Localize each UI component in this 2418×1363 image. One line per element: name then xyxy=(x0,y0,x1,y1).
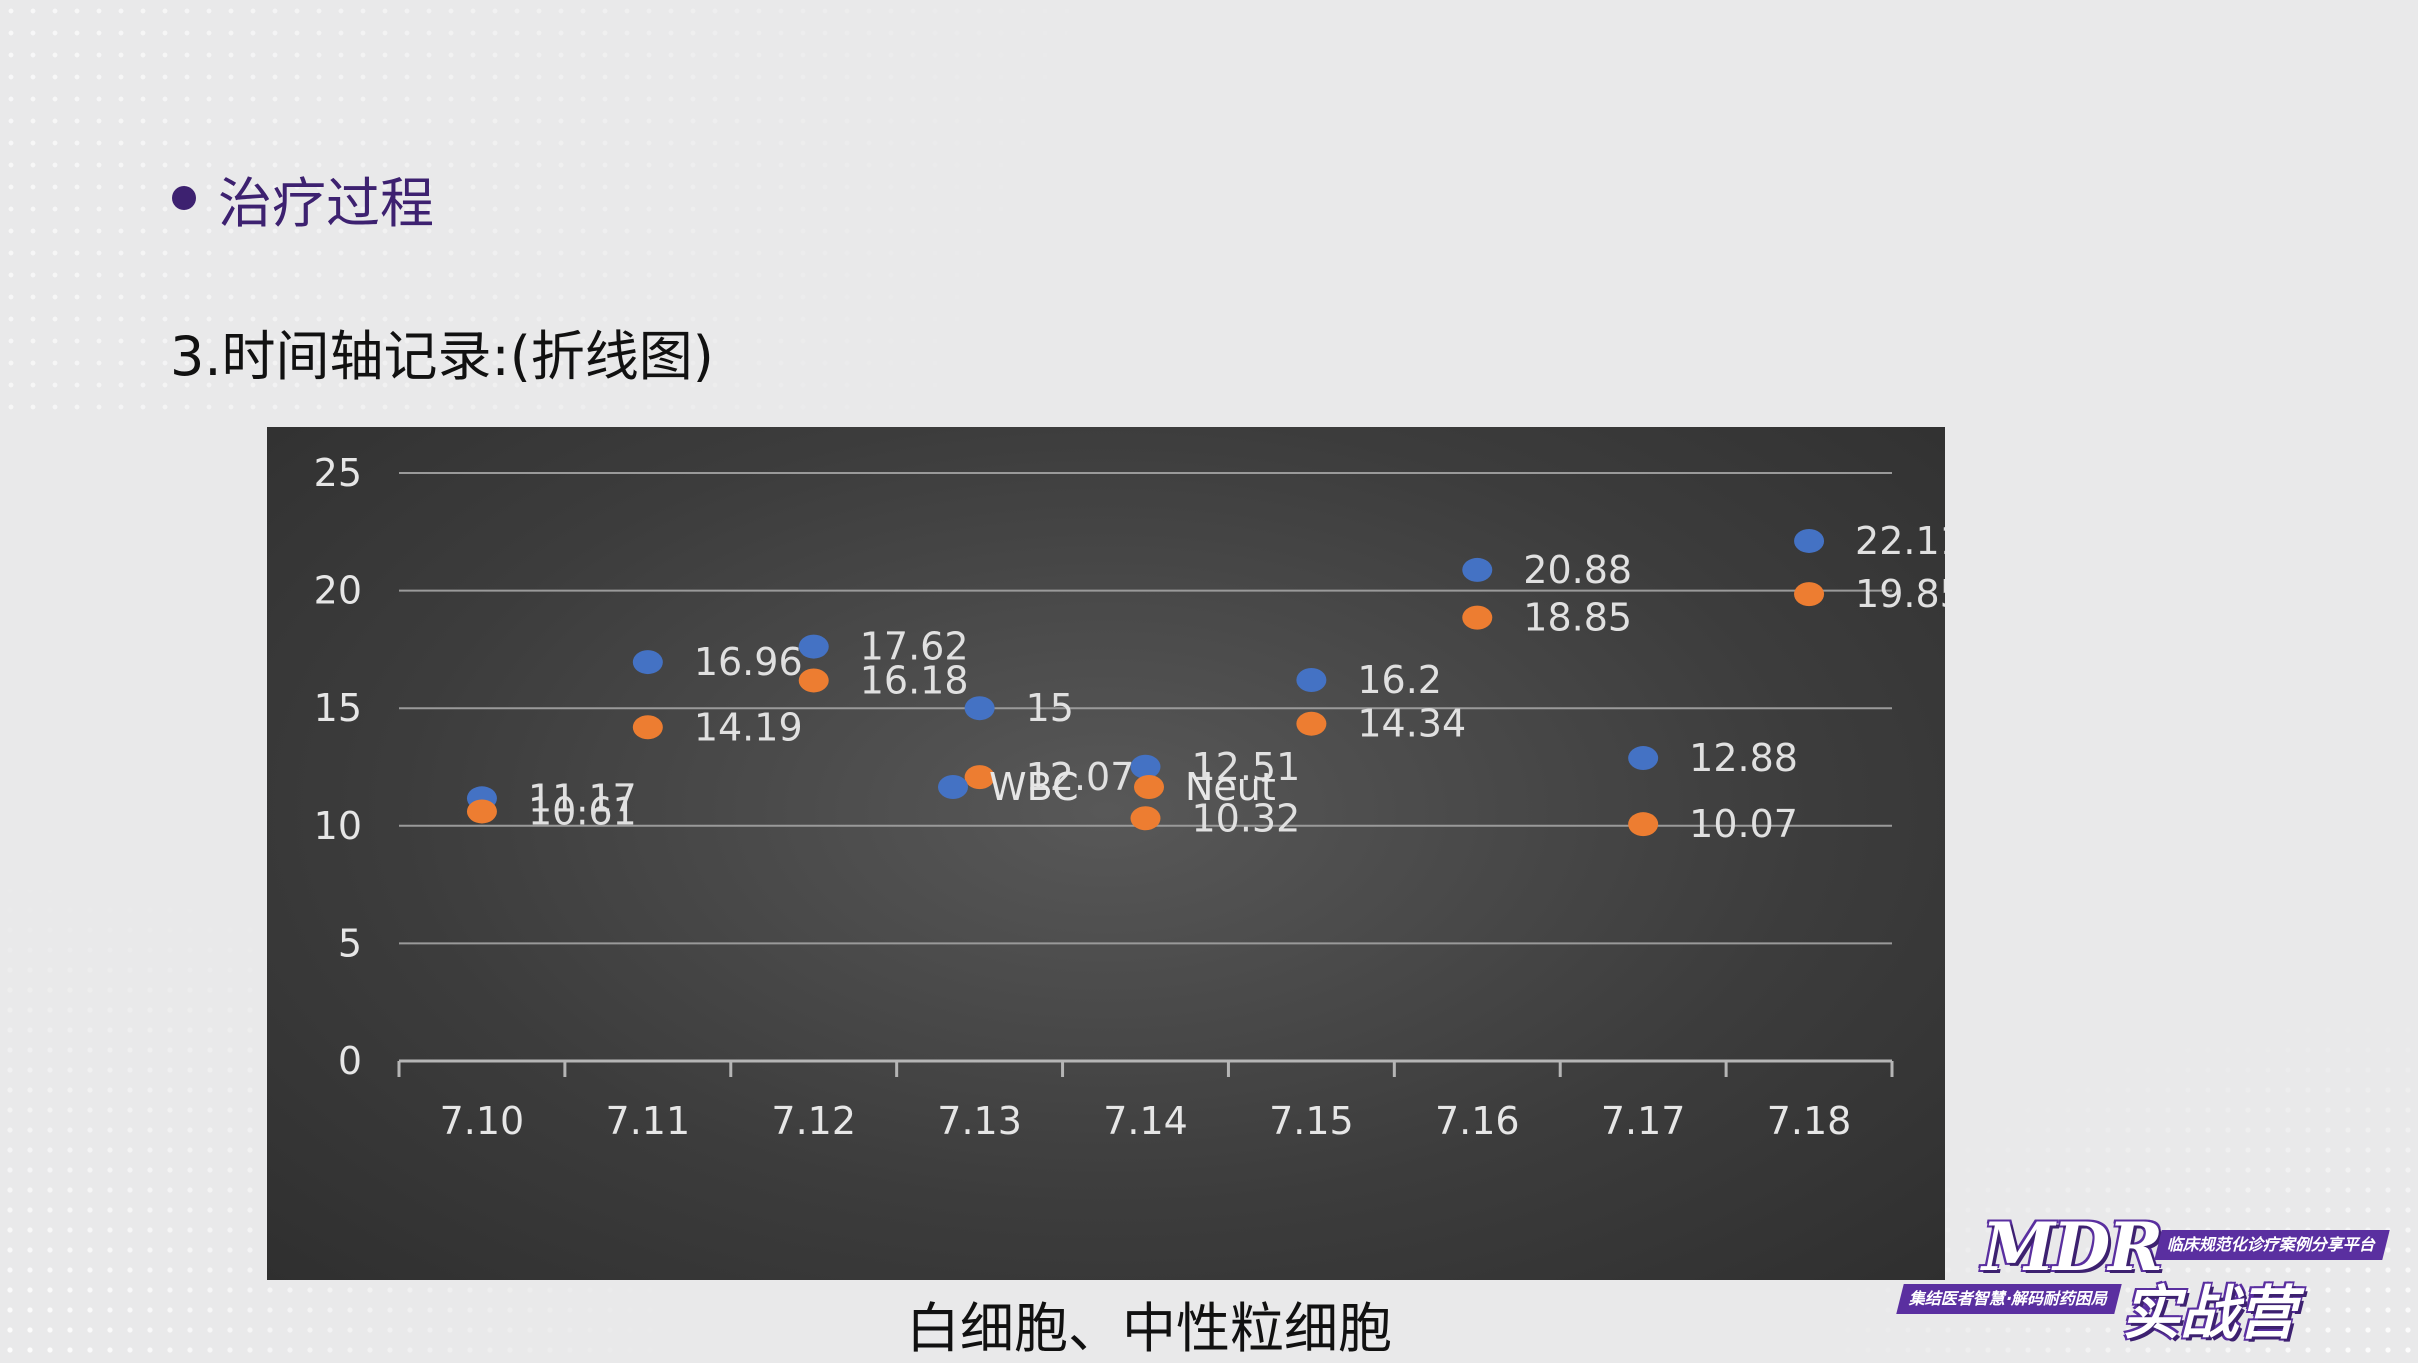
neut-data-label: 10.61 xyxy=(528,789,637,833)
neut-point xyxy=(466,799,497,824)
neut-point xyxy=(798,668,829,693)
wbc-data-label: 11.17 xyxy=(528,776,637,820)
slide-subtitle: 3.时间轴记录:(折线图) xyxy=(170,325,714,388)
x-tick-label: 7.14 xyxy=(1103,1099,1188,1143)
neut-data-label: 14.19 xyxy=(694,705,803,749)
neut-point xyxy=(1130,806,1161,831)
y-tick-label: 15 xyxy=(314,686,362,730)
x-tick-label: 7.17 xyxy=(1601,1099,1686,1143)
neut-point xyxy=(1628,812,1659,837)
neut-data-label: 10.32 xyxy=(1192,796,1301,840)
logo-brand-cn: 实战营 xyxy=(2122,1279,2297,1347)
logo-tagline-slogan: 集结医者智慧·解码耐药困局 xyxy=(1896,1284,2122,1314)
wbc-point xyxy=(1794,528,1825,553)
wbc-data-label: 20.88 xyxy=(1523,548,1632,592)
bullet-icon xyxy=(172,186,196,210)
x-tick-label: 7.15 xyxy=(1269,1099,1354,1143)
neut-data-label: 12.07 xyxy=(1026,755,1135,799)
wbc-point xyxy=(1462,557,1493,582)
x-tick-label: 7.10 xyxy=(440,1099,525,1143)
neut-point xyxy=(1296,711,1327,736)
wbc-point xyxy=(964,696,995,721)
neut-data-label: 18.85 xyxy=(1523,596,1632,640)
x-tick-label: 7.11 xyxy=(606,1099,691,1143)
neut-point xyxy=(1794,582,1825,607)
wbc-data-label: 12.88 xyxy=(1689,736,1798,780)
legend-marker-neut xyxy=(1134,775,1164,799)
logo-brand: MDR xyxy=(1982,1208,2163,1286)
neut-data-label: 16.18 xyxy=(860,658,969,702)
chart-panel: 0 5 10 15 20 25 7.10 7.11 7.12 7.13 7.14 7.15 7.16 7.… xyxy=(267,427,1945,1280)
y-tick-label: 10 xyxy=(314,804,362,848)
neut-point xyxy=(632,715,663,740)
y-tick-label: 0 xyxy=(338,1039,362,1083)
neut-data-label: 10.07 xyxy=(1689,802,1798,846)
brand-logo: MDR 临床规范化诊疗案例分享平台 集结医者智慧·解码耐药困局 实战营 xyxy=(1896,1208,2390,1347)
wbc-point xyxy=(1628,746,1659,771)
wbc-data-label: 12.51 xyxy=(1192,745,1301,789)
section-title: 治疗过程 xyxy=(218,171,434,235)
chart-caption: 白细胞、中性粒细胞 xyxy=(906,1297,1392,1360)
legend-marker-wbc xyxy=(938,775,968,799)
y-tick-label: 5 xyxy=(338,921,362,965)
wbc-data-label: 16.2 xyxy=(1357,658,1442,702)
wbc-point xyxy=(1296,667,1327,692)
wbc-data-label: 15 xyxy=(1026,686,1074,730)
x-tick-label: 7.16 xyxy=(1435,1099,1520,1143)
legend-label-neut: Neut xyxy=(1185,765,1276,809)
neut-data-label: 14.34 xyxy=(1357,702,1466,746)
y-tick-label: 25 xyxy=(314,451,362,495)
x-tick-label: 7.12 xyxy=(771,1099,856,1143)
wbc-data-label: 22.11 xyxy=(1855,519,1945,563)
wbc-point xyxy=(798,634,829,659)
scatter-chart: 0 5 10 15 20 25 7.10 7.11 7.12 7.13 7.14 7.15 7.16 7.… xyxy=(314,451,1945,1143)
section-heading: 治疗过程 xyxy=(172,160,434,236)
x-tick-label: 7.13 xyxy=(937,1099,1022,1143)
y-tick-label: 20 xyxy=(314,569,362,613)
logo-tagline-platform: 临床规范化诊疗案例分享平台 xyxy=(2154,1230,2390,1260)
neut-data-label: 19.85 xyxy=(1855,572,1945,616)
neut-point xyxy=(1462,605,1493,630)
legend-label-wbc: WBC xyxy=(989,765,1079,809)
wbc-data-label: 17.62 xyxy=(860,625,969,669)
wbc-point xyxy=(1130,754,1161,779)
x-tick-label: 7.18 xyxy=(1767,1099,1852,1143)
wbc-point xyxy=(632,650,663,675)
wbc-data-label: 16.96 xyxy=(694,640,803,684)
neut-point xyxy=(964,765,995,790)
background-dot-pattern xyxy=(0,0,1500,420)
